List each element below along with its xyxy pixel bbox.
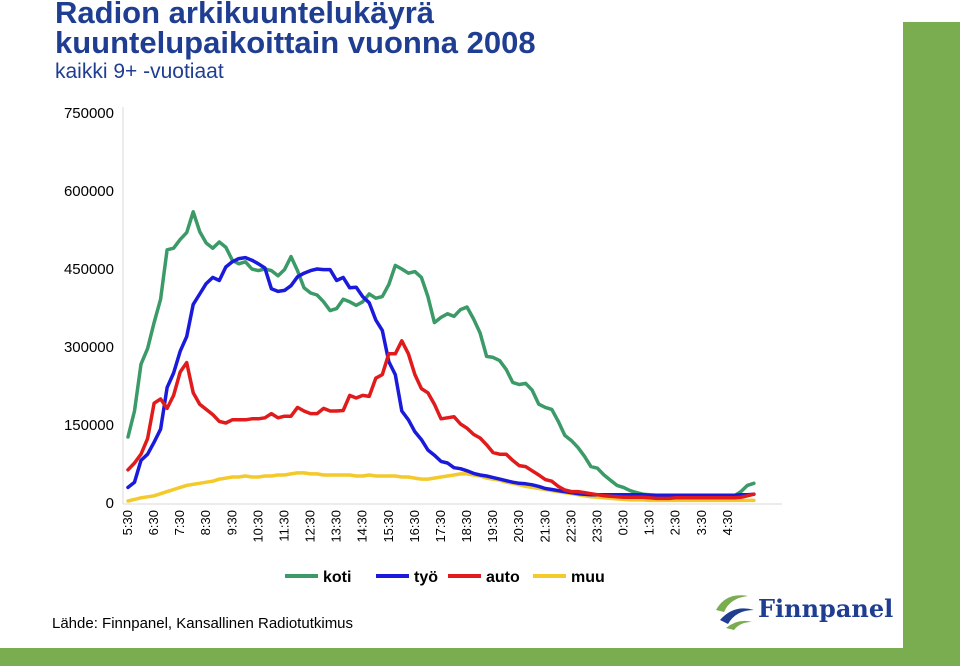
finnpanel-swirl-logo-icon — [716, 595, 754, 630]
y-tick-label: 450000 — [64, 261, 114, 278]
x-tick-label: 8:30 — [198, 510, 213, 535]
x-tick-label: 10:30 — [250, 510, 265, 543]
x-tick-label: 12:30 — [303, 510, 318, 543]
legend-label-auto: auto — [486, 569, 520, 586]
source-note: Lähde: Finnpanel, Kansallinen Radiotutki… — [52, 615, 354, 632]
title-line-1: Radion arkikuuntelukäyrä — [55, 0, 435, 30]
finnpanel-logo: Finnpanel — [712, 588, 893, 632]
x-tick-label: 15:30 — [381, 510, 396, 543]
y-tick-label: 0 — [106, 495, 114, 512]
x-tick-label: 16:30 — [407, 510, 422, 543]
x-tick-label: 14:30 — [355, 510, 370, 543]
y-tick-label: 150000 — [64, 417, 114, 434]
logo-text: Finnpanel — [758, 594, 894, 623]
x-tick-label: 6:30 — [146, 510, 161, 535]
x-tick-label: 1:30 — [642, 510, 657, 535]
x-tick-label: 20:30 — [511, 510, 526, 543]
x-tick-label: 21:30 — [537, 510, 552, 543]
x-tick-label: 11:30 — [276, 510, 291, 542]
y-tick-label: 300000 — [64, 339, 114, 356]
brand-bottom-bar — [0, 648, 960, 666]
brand-side-bar — [903, 22, 960, 666]
x-tick-label: 18:30 — [459, 510, 474, 543]
x-tick-label: 0:30 — [616, 510, 631, 535]
chart-title: Radion arkikuuntelukäyrä kuuntelupaikoit… — [55, 0, 536, 58]
x-tick-label: 5:30 — [120, 510, 135, 535]
x-tick-label: 22:30 — [563, 510, 578, 543]
x-tick-label: 4:30 — [720, 510, 735, 535]
x-tick-label: 3:30 — [694, 510, 709, 535]
series-line-muu — [126, 471, 756, 503]
legend-label-muu: muu — [571, 569, 605, 586]
x-tick-label: 17:30 — [433, 510, 448, 543]
x-tick-label: 13:30 — [329, 510, 344, 543]
x-tick-label: 9:30 — [224, 510, 239, 535]
x-tick-label: 23:30 — [589, 510, 604, 543]
y-tick-label: 600000 — [64, 183, 114, 200]
legend-label-koti: koti — [323, 569, 351, 586]
legend-label-tyo: työ — [414, 569, 438, 586]
chart-subtitle: kaikki 9+ -vuotiaat — [55, 60, 224, 83]
series-line-tyo — [126, 255, 756, 497]
series-line-auto — [126, 339, 756, 501]
x-tick-label: 2:30 — [668, 510, 683, 535]
y-tick-label: 750000 — [64, 105, 114, 122]
series-line-koti — [126, 210, 756, 498]
x-tick-label: 7:30 — [172, 510, 187, 535]
title-line-2: kuuntelupaikoittain vuonna 2008 — [55, 25, 536, 60]
x-tick-label: 19:30 — [485, 510, 500, 543]
